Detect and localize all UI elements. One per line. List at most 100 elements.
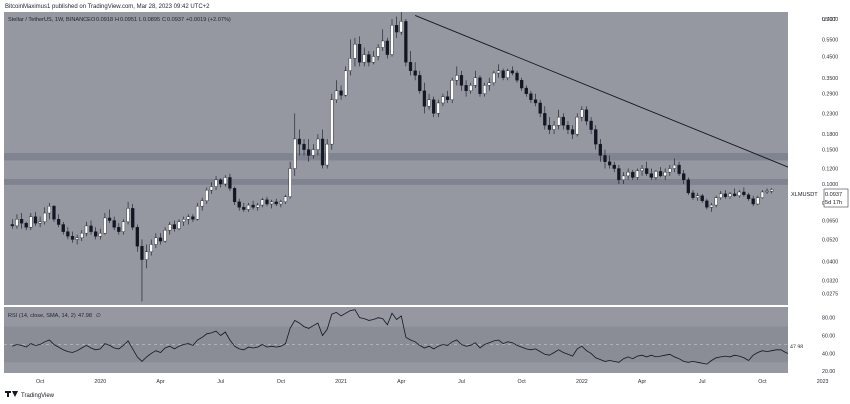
candle-body xyxy=(251,204,255,208)
candle-body xyxy=(33,216,38,224)
candle-body xyxy=(547,125,552,130)
candle-body xyxy=(501,70,505,78)
candle xyxy=(195,202,200,221)
candle xyxy=(80,230,84,242)
ohlc-close-value: 0.0937 xyxy=(167,17,184,23)
candle xyxy=(436,99,440,118)
candle-body xyxy=(510,70,515,74)
candle xyxy=(288,161,292,199)
candle-body xyxy=(316,138,320,150)
candle-body xyxy=(543,113,547,126)
candle xyxy=(66,227,70,240)
candle-body xyxy=(728,193,732,197)
candle-body xyxy=(668,168,672,173)
candle-body xyxy=(302,143,306,150)
time-axis[interactable] xyxy=(4,373,788,387)
price-candles xyxy=(10,12,774,302)
legend: Stellar / TetherUS, 1W, BINANCE O 0.0918… xyxy=(8,17,231,23)
candle-body xyxy=(29,216,33,228)
candle xyxy=(390,18,394,57)
candle xyxy=(770,188,774,194)
candle-body xyxy=(112,220,116,228)
price-tick: 0.1200 xyxy=(822,167,838,173)
candle xyxy=(371,50,376,65)
price-tick: 0.0650 xyxy=(822,219,838,225)
candle xyxy=(29,213,33,231)
candle-body xyxy=(631,171,635,178)
ohlc-high-label: H xyxy=(115,17,119,23)
candle xyxy=(751,195,755,207)
candle xyxy=(561,113,565,130)
candle xyxy=(84,221,89,237)
candle-body xyxy=(219,179,223,185)
rsi-tick: 60.00 xyxy=(822,334,835,340)
candle-body xyxy=(714,197,718,206)
candle xyxy=(19,213,24,229)
price-tick: 0.7000 xyxy=(822,17,838,23)
candle xyxy=(112,216,116,231)
candle xyxy=(256,202,260,211)
candle-body xyxy=(617,168,621,181)
candle xyxy=(376,44,380,61)
candle-body xyxy=(56,219,61,225)
candle-body xyxy=(158,237,163,242)
candle xyxy=(538,99,542,118)
candle xyxy=(756,195,760,206)
candle-body xyxy=(691,192,695,198)
candle xyxy=(24,221,28,231)
ohlc-change: +0.0019 (+2.07%) xyxy=(186,17,231,23)
candle-body xyxy=(566,125,570,130)
candle xyxy=(496,64,501,78)
candle xyxy=(510,66,515,76)
candle xyxy=(464,80,468,97)
candle-body xyxy=(432,99,436,114)
price-tick: 0.0400 xyxy=(822,260,838,266)
candle-body xyxy=(242,207,246,210)
candle xyxy=(158,233,163,245)
candle-body xyxy=(645,168,649,174)
candle-body xyxy=(334,90,339,100)
candle xyxy=(56,214,61,228)
candle-body xyxy=(700,195,704,202)
price-axis[interactable] xyxy=(788,12,850,305)
candle xyxy=(367,50,371,67)
candle xyxy=(348,39,352,76)
candle-body xyxy=(191,216,195,220)
candle-body xyxy=(695,195,700,198)
candle-body xyxy=(177,221,181,229)
candle-body xyxy=(117,227,121,232)
candle-body xyxy=(66,231,70,237)
candle-body xyxy=(260,199,264,206)
candle xyxy=(121,219,126,235)
candle xyxy=(103,213,107,235)
time-tick: 2021 xyxy=(335,379,347,385)
candle-body xyxy=(80,232,84,239)
candle-body xyxy=(520,80,524,89)
candle xyxy=(469,82,473,94)
candle-body xyxy=(121,221,126,232)
candle-body xyxy=(256,204,260,208)
candle-body xyxy=(385,40,390,55)
candle xyxy=(135,224,139,252)
candle-body xyxy=(654,171,658,178)
candle-body xyxy=(450,80,454,100)
candle-body xyxy=(737,191,741,196)
candle-body xyxy=(279,201,283,205)
candle-body xyxy=(538,102,542,114)
candle xyxy=(427,93,431,110)
candle xyxy=(728,191,732,199)
candle xyxy=(38,216,42,228)
candle xyxy=(10,219,14,229)
candle xyxy=(362,47,366,67)
time-tick: Oct xyxy=(758,379,767,385)
candle xyxy=(307,138,311,162)
published-by: BitcoinMaximus1 published on TradingView… xyxy=(5,4,210,10)
candle-body xyxy=(307,149,311,156)
candle xyxy=(246,202,251,212)
candle-body xyxy=(200,200,204,207)
candle xyxy=(232,186,237,206)
candle xyxy=(529,90,533,103)
candle-body xyxy=(144,251,149,260)
candle-body xyxy=(515,72,519,81)
time-tick: Apr xyxy=(156,379,164,385)
